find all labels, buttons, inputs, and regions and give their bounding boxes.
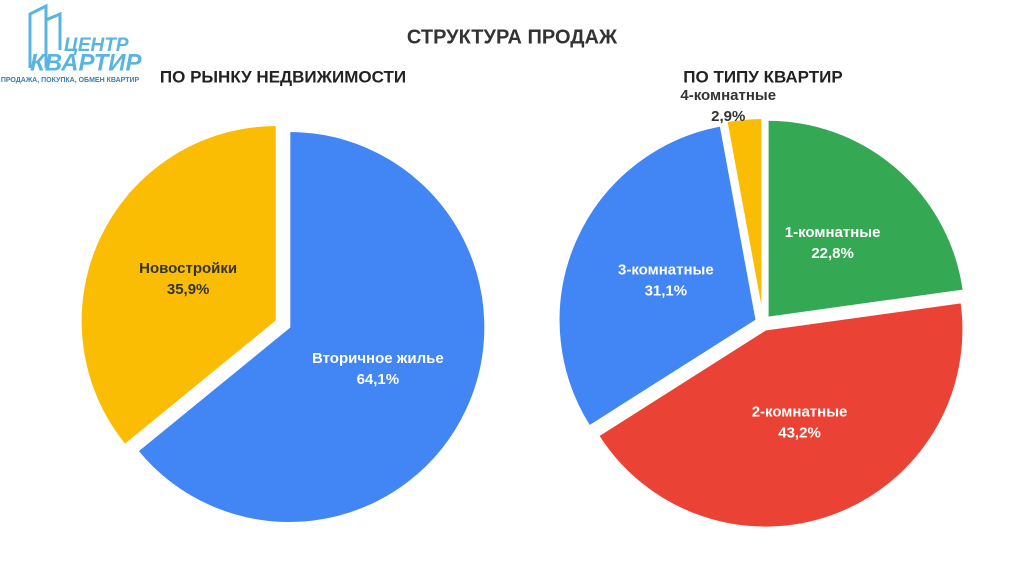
slice-label: Вторичное жилье — [312, 350, 444, 367]
slice-value: 64,1% — [357, 371, 400, 388]
logo-line2: КВАРТИР — [30, 49, 143, 76]
pie-slice — [766, 118, 965, 319]
slice-label: 4-комнатные — [680, 87, 776, 104]
logo-line1: ЦЕНТР — [64, 35, 129, 56]
slice-value: 22,8% — [811, 245, 854, 262]
logo: ЦЕНТР КВАРТИР ПРОДАЖА, ПОКУПКА, ОБМЕН КВ… — [1, 3, 143, 84]
slice-label: 2-комнатные — [752, 403, 848, 420]
pie-slice — [136, 129, 487, 524]
pie-slice — [725, 117, 764, 317]
slice-value: 43,2% — [778, 424, 821, 441]
pie-slice — [79, 123, 278, 447]
slice-value: 2,9% — [711, 108, 745, 125]
pie-title: ПО РЫНКУ НЕДВИЖИМОСТИ — [160, 67, 406, 86]
pie-slice — [557, 124, 758, 428]
logo-tagline: ПРОДАЖА, ПОКУПКА, ОБМЕН КВАРТИР — [1, 77, 140, 84]
slice-label: 1-комнатные — [785, 224, 881, 241]
slice-label: Новостройки — [139, 260, 237, 277]
logo-building — [28, 3, 62, 68]
slice-value: 35,9% — [167, 281, 210, 298]
pie-title: ПО ТИПУ КВАРТИР — [683, 67, 842, 86]
slice-label: 3-комнатные — [618, 262, 714, 279]
slice-value: 31,1% — [645, 283, 688, 300]
pie-slice — [596, 301, 965, 529]
main-title: СТРУКТУРА ПРОДАЖ — [407, 26, 618, 48]
